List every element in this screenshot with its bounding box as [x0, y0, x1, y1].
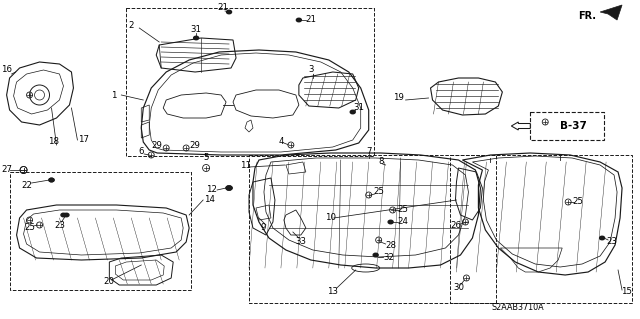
Text: S2AAB3710A: S2AAB3710A [492, 303, 545, 313]
Ellipse shape [61, 213, 66, 217]
Text: 13: 13 [327, 287, 339, 296]
Text: 23: 23 [607, 238, 618, 247]
Ellipse shape [600, 236, 605, 240]
Text: 25: 25 [397, 205, 408, 214]
Text: 1: 1 [111, 91, 116, 100]
Text: 32: 32 [383, 254, 394, 263]
Ellipse shape [227, 10, 232, 14]
Text: 17: 17 [78, 136, 89, 145]
Text: 11: 11 [241, 160, 252, 169]
Text: 29: 29 [189, 140, 200, 150]
Text: 10: 10 [325, 213, 336, 222]
Text: 23: 23 [54, 220, 65, 229]
Ellipse shape [194, 36, 198, 40]
Text: FR.: FR. [578, 11, 596, 21]
Text: 9: 9 [260, 224, 266, 233]
Text: 4: 4 [278, 137, 284, 146]
Text: 2: 2 [129, 20, 134, 29]
Text: 25: 25 [573, 197, 584, 206]
Polygon shape [600, 5, 622, 20]
Text: B-37: B-37 [560, 121, 587, 131]
Text: 24: 24 [397, 218, 408, 226]
Text: 14: 14 [204, 196, 214, 204]
FancyArrow shape [511, 122, 531, 130]
Text: 5: 5 [204, 153, 209, 162]
Ellipse shape [350, 110, 355, 114]
Text: 31: 31 [191, 26, 202, 34]
Text: 22: 22 [21, 181, 32, 189]
Text: 20: 20 [104, 278, 115, 286]
Bar [451, 155, 632, 303]
Text: 15: 15 [621, 287, 632, 296]
Text: 25: 25 [373, 188, 384, 197]
Text: 25: 25 [24, 224, 35, 233]
Text: 6: 6 [138, 147, 144, 157]
Text: 3: 3 [308, 65, 314, 75]
Ellipse shape [64, 213, 69, 217]
Ellipse shape [226, 186, 232, 190]
Text: 33: 33 [296, 238, 307, 247]
Bar [249, 155, 497, 303]
Text: 7: 7 [366, 147, 371, 157]
Text: 19: 19 [393, 93, 404, 102]
Ellipse shape [49, 178, 54, 182]
Text: 30: 30 [453, 284, 464, 293]
Ellipse shape [373, 253, 378, 257]
Text: 26: 26 [450, 220, 461, 229]
Text: 29: 29 [152, 140, 163, 150]
Ellipse shape [226, 186, 232, 190]
Text: 21: 21 [305, 16, 316, 25]
Text: 28: 28 [385, 241, 396, 249]
Ellipse shape [296, 18, 301, 22]
Ellipse shape [49, 178, 54, 182]
Text: 31: 31 [353, 103, 364, 113]
Ellipse shape [388, 220, 393, 224]
Text: 8: 8 [378, 158, 383, 167]
Bar [126, 8, 374, 156]
Text: 27: 27 [1, 166, 12, 174]
Text: 21: 21 [218, 4, 228, 12]
Text: 18: 18 [48, 137, 59, 146]
Text: 16: 16 [1, 65, 12, 75]
Bar [10, 172, 191, 290]
FancyBboxPatch shape [531, 112, 604, 140]
Text: 12: 12 [205, 186, 216, 195]
